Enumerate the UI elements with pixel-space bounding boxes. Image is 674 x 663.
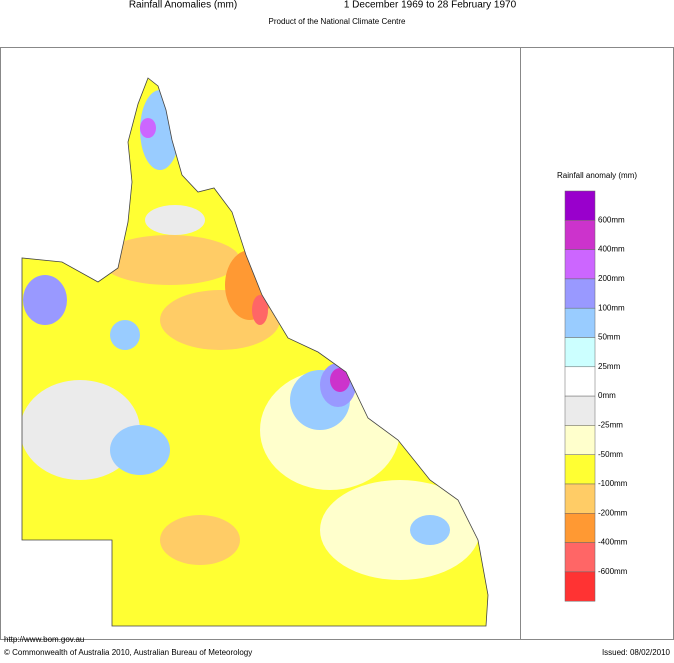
legend-label: 25mm: [598, 362, 621, 371]
map-subtitle: Product of the National Climate Centre: [269, 17, 407, 26]
map-title: Rainfall Anomalies (mm): [129, 0, 237, 11]
legend-swatch: [564, 220, 596, 250]
legend-label: -400mm: [598, 538, 628, 547]
legend-label: -25mm: [598, 421, 623, 430]
legend-swatch: [564, 249, 596, 280]
legend: 600mm 400mm 200mm 100mm 50mm 25mm 0mm -25mm -50m…: [564, 190, 628, 602]
legend-swatch: [564, 454, 596, 485]
footer-issued: Issued: 08/02/2010: [602, 648, 671, 657]
zone: [160, 515, 240, 565]
legend-swatch: [564, 395, 596, 426]
map-period: 1 December 1969 to 28 February 1970: [344, 0, 517, 11]
legend-swatch: [564, 190, 596, 221]
zone: [330, 368, 350, 392]
zone: [320, 480, 480, 580]
zone: [145, 205, 205, 235]
legend-label: -50mm: [598, 450, 623, 459]
zone: [110, 320, 140, 350]
legend-swatch: [564, 278, 596, 309]
legend-swatch: [564, 542, 596, 573]
legend-swatch: [564, 513, 596, 543]
zone: [140, 118, 156, 138]
footer-url: http://www.bom.gov.au: [4, 635, 84, 644]
legend-title: Rainfall anomaly (mm): [557, 171, 637, 180]
legend-label: -600mm: [598, 567, 628, 576]
zone: [110, 425, 170, 475]
legend-label: 100mm: [598, 303, 625, 312]
legend-swatch: [564, 337, 596, 368]
footer-copyright: © Commonwealth of Australia 2010, Austra…: [4, 648, 252, 657]
zone: [252, 295, 268, 325]
legend-label: 400mm: [598, 245, 625, 254]
zone: [22, 380, 140, 480]
zone: [410, 515, 450, 545]
legend-swatch: [564, 571, 596, 602]
legend-label: -200mm: [598, 508, 628, 517]
legend-label: -100mm: [598, 479, 628, 488]
legend-swatch: [564, 307, 596, 338]
anomaly-field: [22, 78, 488, 626]
legend-label: 600mm: [598, 215, 625, 224]
zone: [100, 235, 240, 285]
legend-swatch: [564, 425, 596, 455]
legend-swatch: [564, 366, 596, 397]
zone: [23, 275, 67, 325]
legend-label: 50mm: [598, 333, 621, 342]
legend-label: 200mm: [598, 274, 625, 283]
legend-swatch: [564, 483, 596, 514]
legend-label: 0mm: [598, 391, 616, 400]
